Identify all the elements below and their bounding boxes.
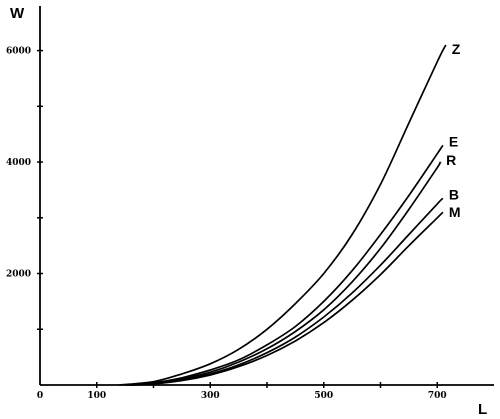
series-label-R: R xyxy=(446,152,456,168)
y-axis-title: W xyxy=(10,5,25,22)
y-tick-label-6000: 6000 xyxy=(6,47,31,57)
x-tick-label-100: 100 xyxy=(87,391,106,401)
series-line-Z xyxy=(119,44,447,386)
series-label-M: M xyxy=(449,204,461,220)
series-labels: Z ER BM xyxy=(446,41,461,220)
x-tick-label-500: 500 xyxy=(314,391,333,401)
series-line-E xyxy=(125,144,444,386)
series-line-M xyxy=(130,211,444,386)
x-tick-label-700: 700 xyxy=(428,391,447,401)
x-tick-label-300: 300 xyxy=(201,391,220,401)
ticks: 0 100 300 500 700 2000 4000 6000 xyxy=(6,47,447,401)
x-axis-title: L xyxy=(478,401,487,418)
y-tick-label-4000: 4000 xyxy=(6,158,31,168)
series-lines xyxy=(119,44,447,386)
y-tick-label-2000: 2000 xyxy=(6,270,31,280)
series-label-B: B xyxy=(449,186,459,202)
axes xyxy=(39,6,494,386)
series-label-Z: Z xyxy=(452,41,461,57)
series-line-R xyxy=(125,161,442,386)
x-tick-label-0: 0 xyxy=(37,391,43,401)
series-label-E: E xyxy=(449,133,458,149)
